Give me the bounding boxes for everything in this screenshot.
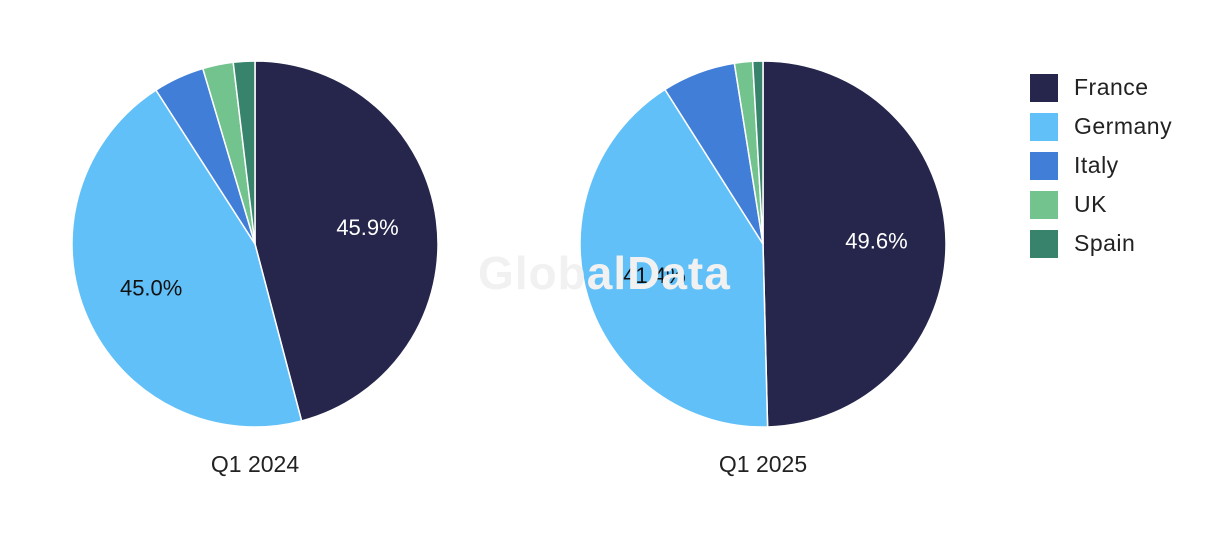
slice-germany	[579, 88, 769, 428]
legend-item-germany: Germany	[1030, 112, 1172, 141]
legend-item-italy: Italy	[1030, 151, 1172, 180]
legend-label-france: France	[1074, 74, 1149, 100]
pie-chart-q1-2025: 49.6% 41.4% Q1 2025	[579, 60, 947, 477]
legend-label-uk: UK	[1074, 191, 1107, 217]
legend-swatch-italy	[1030, 151, 1058, 180]
legend-label-germany: Germany	[1074, 113, 1173, 139]
pie-chart-q1-2024: 45.9% 45.0% Q1 2024	[71, 60, 439, 477]
legend: France Germany Italy UK Spain	[1030, 73, 1172, 268]
legend-label-spain: Spain	[1074, 230, 1136, 256]
data-label-germany: 41.4%	[623, 263, 685, 288]
legend-swatch-uk	[1030, 190, 1058, 219]
pie-title: Q1 2025	[719, 451, 807, 477]
slice-france	[254, 60, 439, 422]
slice-spain	[751, 60, 764, 245]
legend-swatch-france	[1030, 73, 1058, 102]
data-label-france: 49.6%	[845, 228, 907, 253]
legend-label-italy: Italy	[1074, 152, 1119, 178]
slice-germany	[71, 89, 303, 428]
legend-swatch-spain	[1030, 229, 1058, 258]
slice-spain	[232, 60, 256, 245]
legend-item-spain: Spain	[1030, 229, 1172, 258]
legend-item-uk: UK	[1030, 190, 1172, 219]
legend-item-france: France	[1030, 73, 1172, 102]
pie-title: Q1 2024	[211, 451, 299, 477]
data-label-france: 45.9%	[336, 215, 398, 240]
legend-swatch-germany	[1030, 112, 1058, 141]
slice-france	[762, 60, 947, 428]
data-label-germany: 45.0%	[120, 276, 182, 301]
